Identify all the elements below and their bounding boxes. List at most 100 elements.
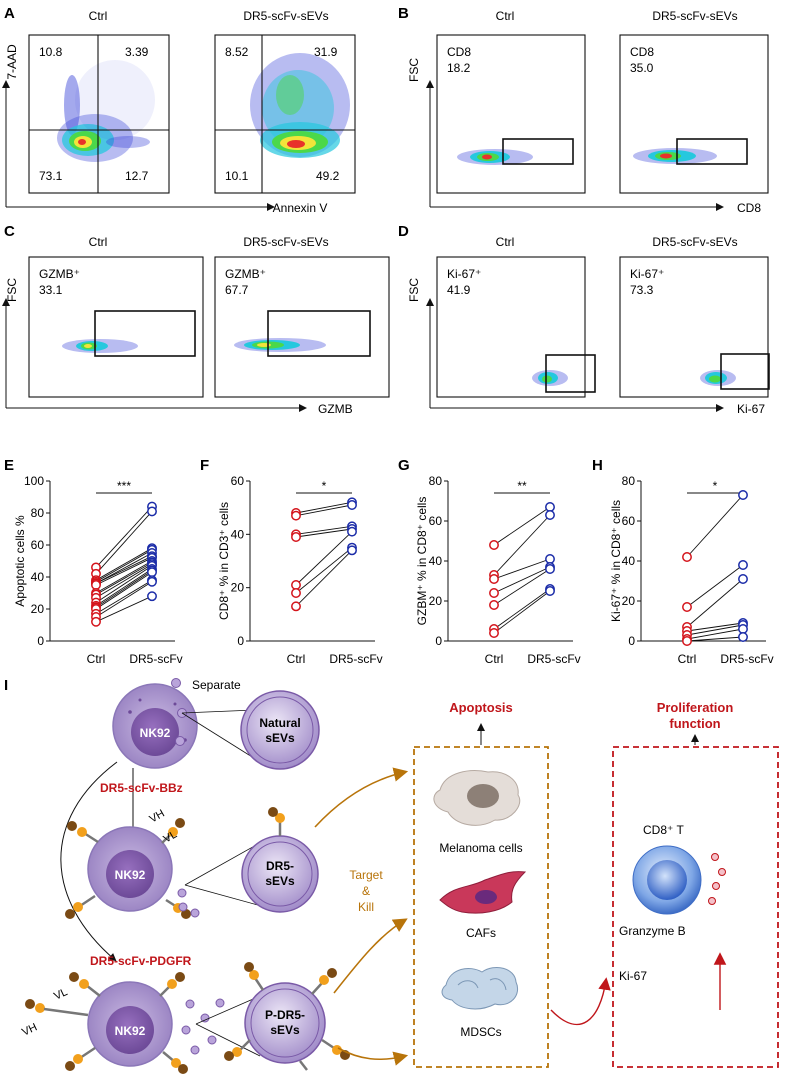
pair-line <box>295 504 353 517</box>
gate-value: 18.2 <box>447 61 471 75</box>
treated-point <box>147 591 157 602</box>
target-arrow <box>314 767 409 828</box>
gate-label: GZMB⁺ <box>225 267 266 281</box>
significance-stars: * <box>322 479 327 493</box>
gate-box <box>720 353 770 390</box>
scfv-domains <box>65 818 191 919</box>
y-axis-label: GZBM⁺ % in CD8⁺ cells <box>415 497 429 626</box>
p-dr5-sevs-label: sEVs <box>270 1023 300 1037</box>
flow-plot-frame <box>619 34 769 194</box>
nk92-label: NK92 <box>115 1024 146 1038</box>
pair-line <box>95 557 153 586</box>
small-sevs <box>181 998 225 1055</box>
nk92-cell: NK92 <box>87 981 173 1067</box>
y-tick-label: 20 <box>231 581 245 595</box>
x-tick-label: DR5-scFv <box>129 652 182 666</box>
quadrant-value: 3.39 <box>125 45 149 59</box>
gate-label: GZMB⁺ <box>39 267 80 281</box>
ctrl-point <box>489 540 499 550</box>
quadrant-value: 49.2 <box>316 169 340 183</box>
treated-point <box>545 586 555 596</box>
pair-line <box>95 581 153 618</box>
pair-line <box>686 628 744 640</box>
x-tick-label: Ctrl <box>485 652 504 666</box>
melanoma-cell-icon <box>433 770 521 826</box>
x-tick-label: DR5-scFv <box>527 652 580 666</box>
pair-line <box>686 636 744 642</box>
y-tick-label: 20 <box>31 602 45 616</box>
y-tick-label: 40 <box>622 554 636 568</box>
target-kill-label: Target <box>349 868 383 882</box>
plot-title: DR5-scFv-sEVs <box>652 9 737 23</box>
significance-stars: * <box>713 479 718 493</box>
x-tick-label: Ctrl <box>287 652 306 666</box>
plot-title: DR5-scFv-sEVs <box>243 9 328 23</box>
panel-letter-b: B <box>398 5 409 22</box>
y-tick-label: 40 <box>231 527 245 541</box>
x-axis-label: Ki-67 <box>737 402 765 416</box>
y-tick-label: 20 <box>429 594 443 608</box>
x-tick-label: DR5-scFv <box>720 652 773 666</box>
flow-plot-frame <box>436 34 586 194</box>
ctrl-point <box>291 580 301 590</box>
ctrl-point <box>489 628 499 638</box>
cd8-t-cell-icon <box>632 845 702 915</box>
nk92-cell: NK92 <box>87 826 173 912</box>
pair-line <box>493 558 551 580</box>
plot-title: DR5-scFv-sEVs <box>243 235 328 249</box>
mdsc-cell-icon <box>441 967 518 1010</box>
pair-line <box>295 547 353 594</box>
pair-line <box>295 501 353 514</box>
flow-plot-frame <box>28 256 204 398</box>
gate-box <box>502 138 574 165</box>
natural-sevs: Natural sEVs <box>240 690 320 770</box>
plot-title: DR5-scFv-sEVs <box>652 235 737 249</box>
gate-label: Ki-67⁺ <box>447 267 481 281</box>
quadrant-value: 73.1 <box>39 169 63 183</box>
separate-label: Separate <box>192 678 241 692</box>
y-axis-label: FSC <box>5 278 19 302</box>
panel-letter-h: H <box>592 457 603 474</box>
y-tick-label: 60 <box>429 514 443 528</box>
pair-line <box>95 506 153 568</box>
plot-title: Ctrl <box>496 235 515 249</box>
x-axis-label: Annexin V <box>273 201 328 215</box>
gate-box <box>94 310 196 357</box>
treated-point <box>738 490 748 500</box>
p-dr5-sevs-label: P-DR5- <box>265 1008 305 1022</box>
treated-point <box>545 502 555 512</box>
pair-line <box>493 588 551 630</box>
nk92-label: NK92 <box>140 726 171 740</box>
pair-line <box>493 590 551 634</box>
panel-letter-i: I <box>4 677 8 694</box>
natural-sevs-label: Natural <box>259 716 300 730</box>
pair-line <box>95 571 153 610</box>
panel-letter-e: E <box>4 457 14 474</box>
y-tick-label: 0 <box>628 634 635 648</box>
treated-point <box>738 560 748 570</box>
x-tick-label: Ctrl <box>678 652 697 666</box>
flow-plot-frame <box>436 256 586 398</box>
significance-stars: *** <box>117 479 131 493</box>
flow-density-blob <box>633 148 717 164</box>
treated-point <box>545 564 555 574</box>
quadrant-value: 10.8 <box>39 45 63 59</box>
y-tick-label: 100 <box>24 474 44 488</box>
quadrant-value: 12.7 <box>125 169 149 183</box>
scfv-domains <box>25 972 188 1074</box>
pair-line <box>295 531 353 586</box>
panel-i-schematic: NK92 Separate Natural sEVs DR5-scFv-BBz … <box>20 678 779 1074</box>
target-arrow <box>337 1047 409 1066</box>
quadrant-value: 31.9 <box>314 45 338 59</box>
pair-line <box>95 549 153 583</box>
pair-line <box>95 560 153 594</box>
y-axis-label: Apoptotic cells % <box>13 515 27 607</box>
significance-stars: ** <box>517 479 527 493</box>
flow-plot-frame <box>214 34 356 194</box>
plot-title: Ctrl <box>89 9 108 23</box>
treated-point <box>147 567 157 578</box>
gate-box <box>676 138 748 165</box>
y-axis-label: 7-AAD <box>5 44 19 80</box>
flow-density-blob <box>700 370 736 386</box>
treated-point <box>347 545 357 556</box>
